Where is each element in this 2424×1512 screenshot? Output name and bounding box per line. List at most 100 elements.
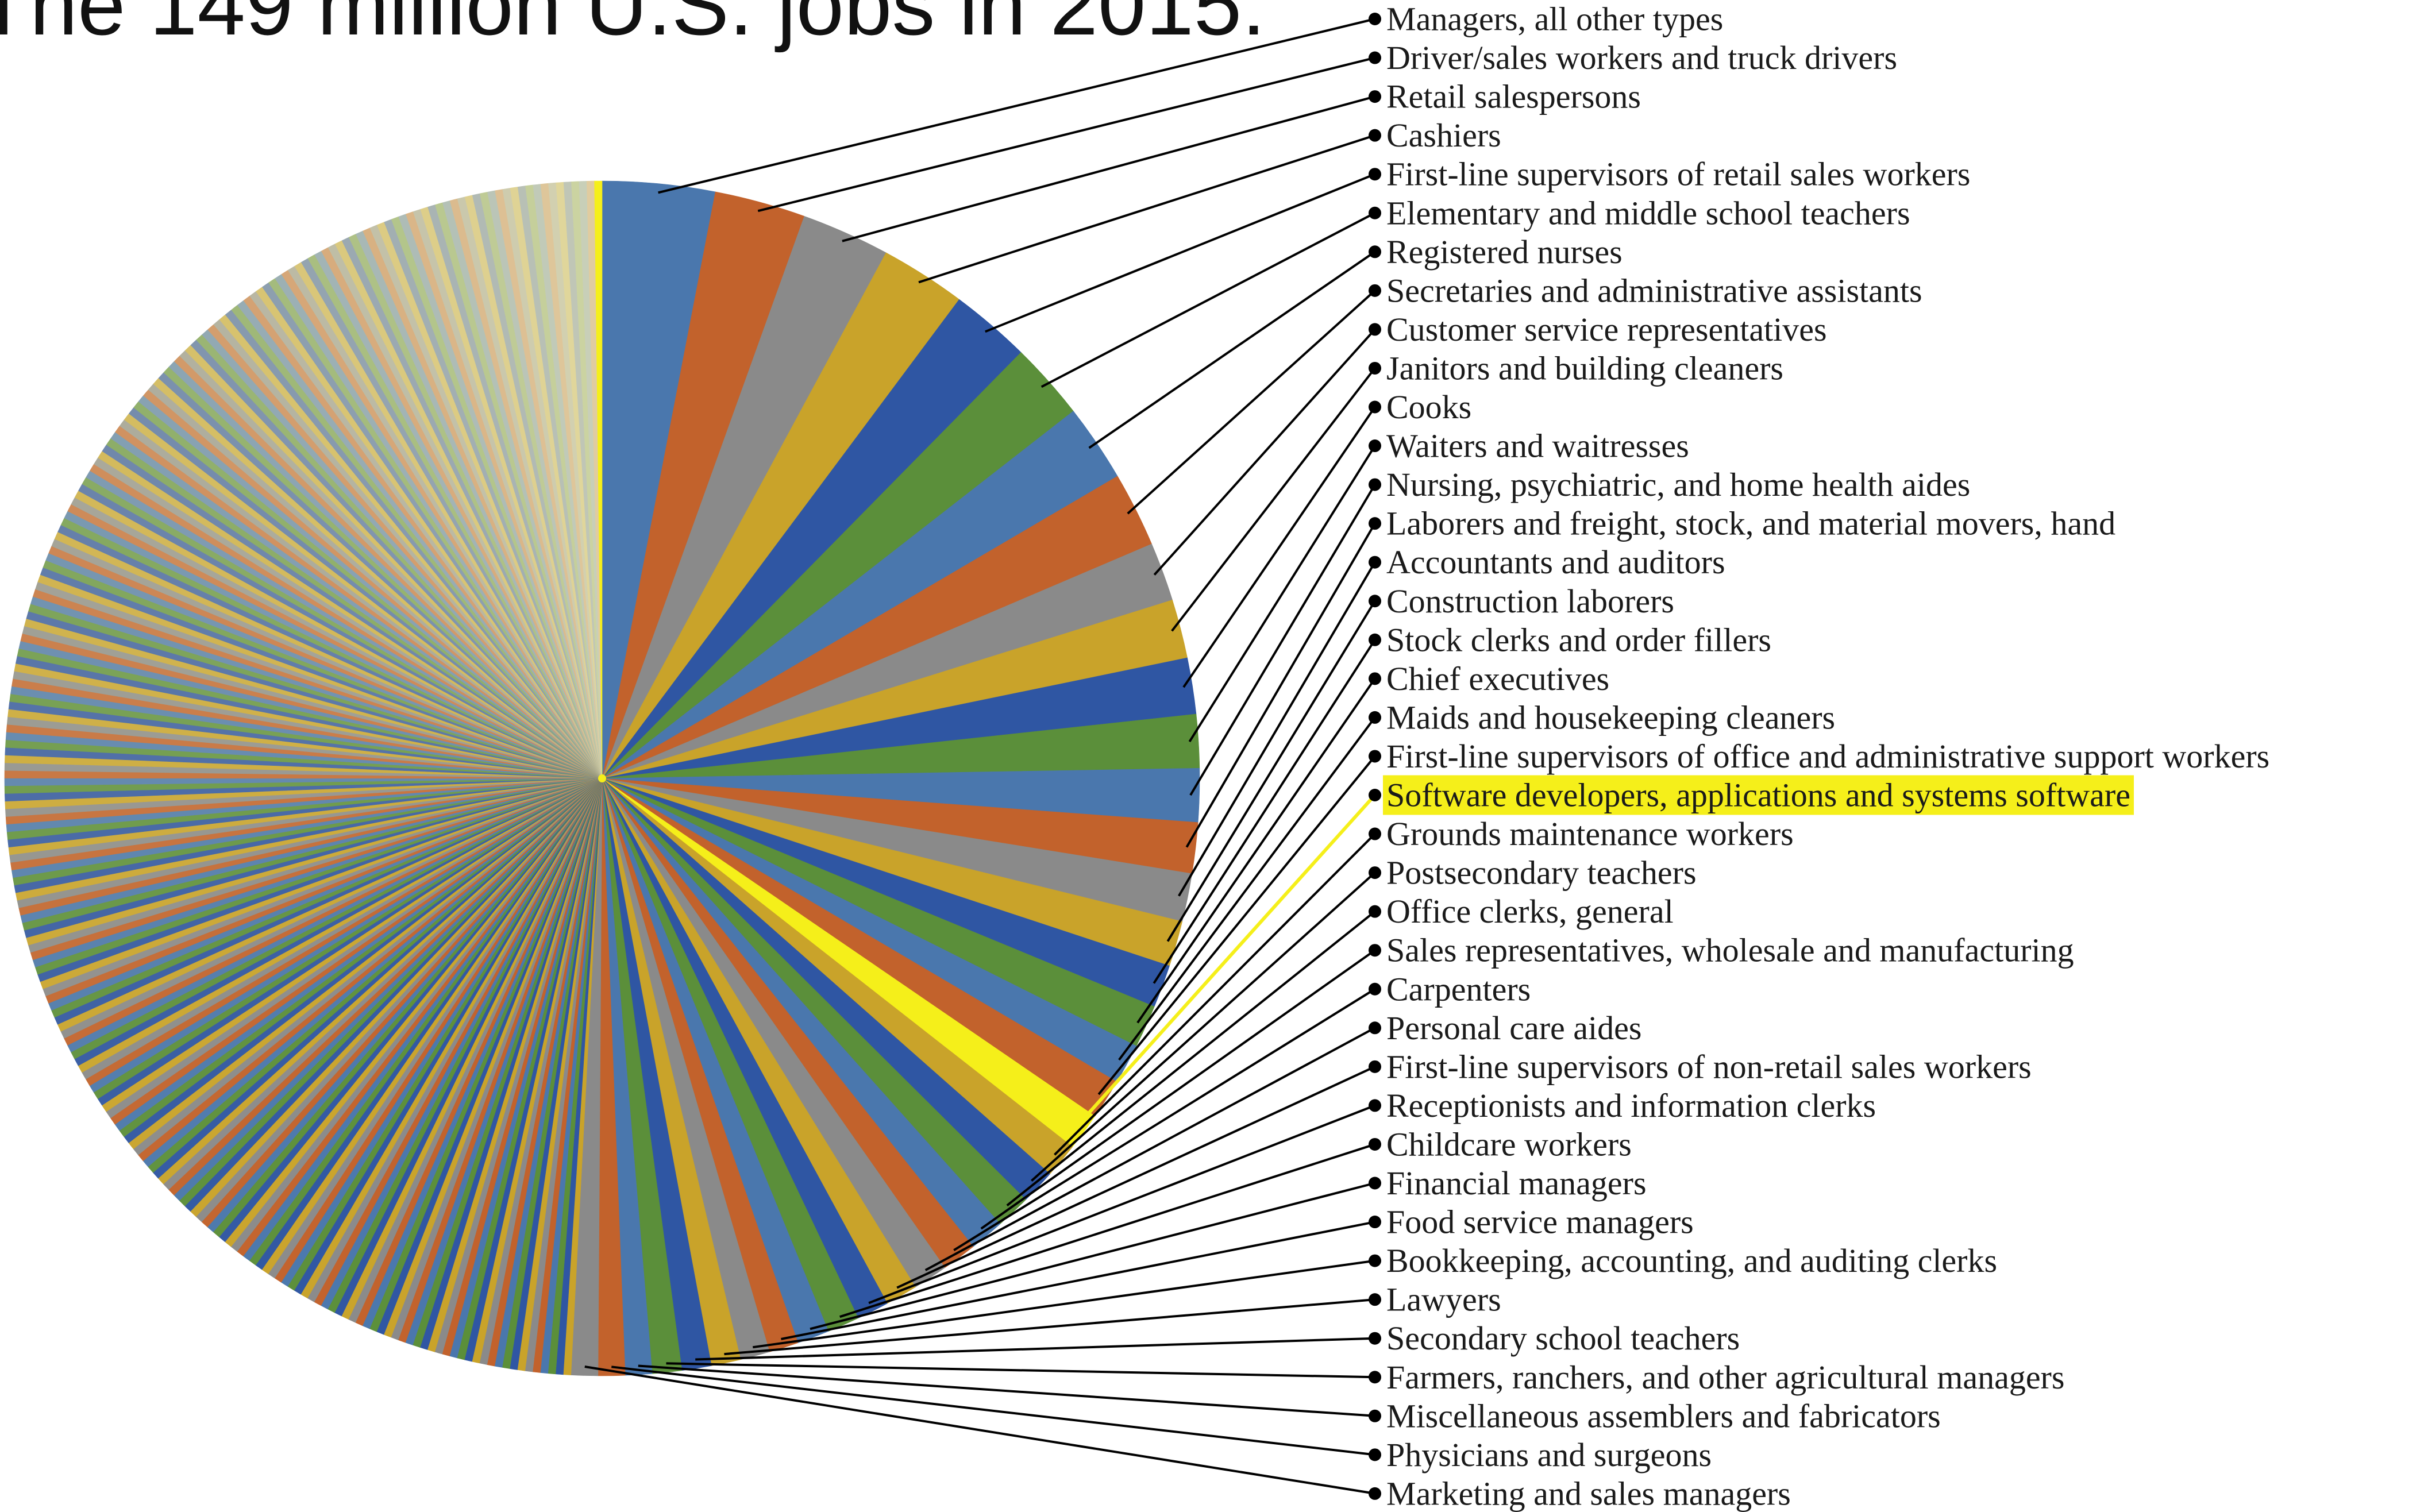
label-marker-dot <box>1369 672 1381 685</box>
slice-label: Registered nurses <box>1386 233 1623 271</box>
leader-line <box>985 173 1375 333</box>
slice-label: Bookkeeping, accounting, and auditing cl… <box>1386 1242 1997 1279</box>
label-marker-dot <box>1369 517 1381 530</box>
leader-line <box>924 1027 1375 1271</box>
label-highlight-box <box>1383 775 2134 815</box>
leader-line <box>1127 290 1376 515</box>
leader-line <box>753 1259 1375 1349</box>
label-marker-dot <box>1369 1060 1381 1073</box>
slice-label: Office clerks, general <box>1386 893 1674 930</box>
label-marker-dot <box>1369 1293 1381 1306</box>
slice-label: First-line supervisors of non-retail sal… <box>1386 1048 2032 1085</box>
slice-label: Cashiers <box>1386 117 1501 154</box>
pie-center-dot <box>598 774 606 782</box>
label-marker-dot <box>1369 789 1381 801</box>
label-marker-dot <box>1369 556 1381 569</box>
label-marker-dot <box>1369 13 1381 25</box>
slice-label: Lawyers <box>1386 1281 1501 1318</box>
label-marker-dot <box>1369 90 1381 103</box>
slice-label: Financial managers <box>1386 1164 1647 1202</box>
leader-line <box>611 1366 1375 1456</box>
leader-line <box>810 1182 1375 1330</box>
leader-line <box>918 134 1375 284</box>
slice-label: Grounds maintenance workers <box>1386 815 1794 853</box>
label-marker-dot <box>1369 1099 1381 1112</box>
leader-line <box>953 988 1376 1251</box>
slice-label: Laborers and freight, stock, and materia… <box>1386 505 2115 542</box>
leader-line <box>1189 484 1376 796</box>
slice-label: Childcare workers <box>1386 1125 1632 1163</box>
slice-label: Marketing and sales managers <box>1386 1475 1791 1512</box>
leader-line-highlighted <box>1075 793 1377 1128</box>
label-marker-dot <box>1369 1371 1381 1384</box>
leader-line <box>842 95 1375 242</box>
slice-label: Retail salespersons <box>1386 78 1641 115</box>
label-marker-dot <box>1369 1254 1381 1267</box>
label-marker-dot <box>1369 944 1381 957</box>
label-marker-dot <box>1369 51 1381 64</box>
slice-label: Chief executives <box>1386 660 1609 697</box>
slice-label: Accountants and auditors <box>1386 543 1725 581</box>
leader-line <box>658 18 1375 194</box>
slice-label-highlighted: Software developers, applications and sy… <box>1386 777 2130 814</box>
label-marker-dot <box>1369 129 1381 142</box>
slice-label: Receptionists and information clerks <box>1386 1087 1876 1124</box>
label-marker-dot <box>1369 1177 1381 1190</box>
leader-line <box>1006 911 1376 1206</box>
leader-line <box>1166 600 1376 942</box>
label-marker-dot <box>1369 1487 1381 1500</box>
leader-line <box>1188 445 1376 743</box>
slice-label: Janitors and building cleaners <box>1386 349 1783 387</box>
leader-line <box>1182 406 1376 688</box>
label-marker-dot <box>1369 711 1381 724</box>
label-marker-dot <box>1369 905 1381 918</box>
slice-label: Waiters and waitresses <box>1386 427 1689 465</box>
label-marker-dot <box>1369 168 1381 181</box>
leader-line <box>757 56 1375 213</box>
slice-label: First-line supervisors of office and adm… <box>1386 738 2269 775</box>
leader-line <box>1097 755 1376 1096</box>
label-marker-dot <box>1369 206 1381 219</box>
leader-line <box>638 1364 1375 1417</box>
leader-line <box>1178 561 1376 897</box>
label-marker-dot <box>1369 827 1381 840</box>
slice-label: Stock clerks and order fillers <box>1386 621 1771 658</box>
slice-label: Food service managers <box>1386 1204 1694 1241</box>
label-marker-dot <box>1369 245 1381 259</box>
label-marker-dot <box>1369 1409 1381 1422</box>
slice-label: Farmers, ranchers, and other agricultura… <box>1386 1359 2064 1396</box>
slice-label: Miscellaneous assemblers and fabricators <box>1386 1397 1941 1434</box>
label-marker-dot <box>1369 1021 1381 1035</box>
label-marker-dot <box>1369 595 1381 608</box>
slice-label: Driver/sales workers and truck drivers <box>1386 39 1897 76</box>
label-marker-dot <box>1369 323 1381 336</box>
slice-label: Secretaries and administrative assistant… <box>1386 272 1922 309</box>
chart-title: The 149 million U.S. jobs in 2015: <box>0 0 1266 53</box>
slice-label: First-line supervisors of retail sales w… <box>1386 156 1970 193</box>
leader-line <box>695 1337 1375 1361</box>
leader-line <box>896 1066 1375 1289</box>
pie-slice <box>594 180 603 779</box>
leader-line <box>1118 716 1376 1061</box>
slice-label: Nursing, psychiatric, and home health ai… <box>1386 466 1970 503</box>
leader-line <box>1031 871 1376 1182</box>
leader-line <box>1054 833 1376 1156</box>
slice-label: Construction laborers <box>1386 583 1674 620</box>
slice-label: Personal care aides <box>1386 1009 1641 1047</box>
label-marker-dot <box>1369 1448 1381 1461</box>
leader-line <box>781 1221 1375 1340</box>
label-marker-dot <box>1369 439 1381 453</box>
slice-label: Maids and housekeeping cleaners <box>1386 699 1835 736</box>
pie-slices <box>4 180 1200 1376</box>
leader-line <box>839 1143 1375 1318</box>
leader-line <box>1171 367 1376 632</box>
leader-line <box>980 949 1376 1230</box>
slice-label: Managers, all other types <box>1386 1 1723 38</box>
label-marker-dot <box>1369 1137 1381 1151</box>
leader-line <box>1153 639 1376 984</box>
slice-label: Cooks <box>1386 388 1471 426</box>
label-marker-dot <box>1369 1332 1381 1345</box>
leader-line <box>724 1298 1375 1356</box>
